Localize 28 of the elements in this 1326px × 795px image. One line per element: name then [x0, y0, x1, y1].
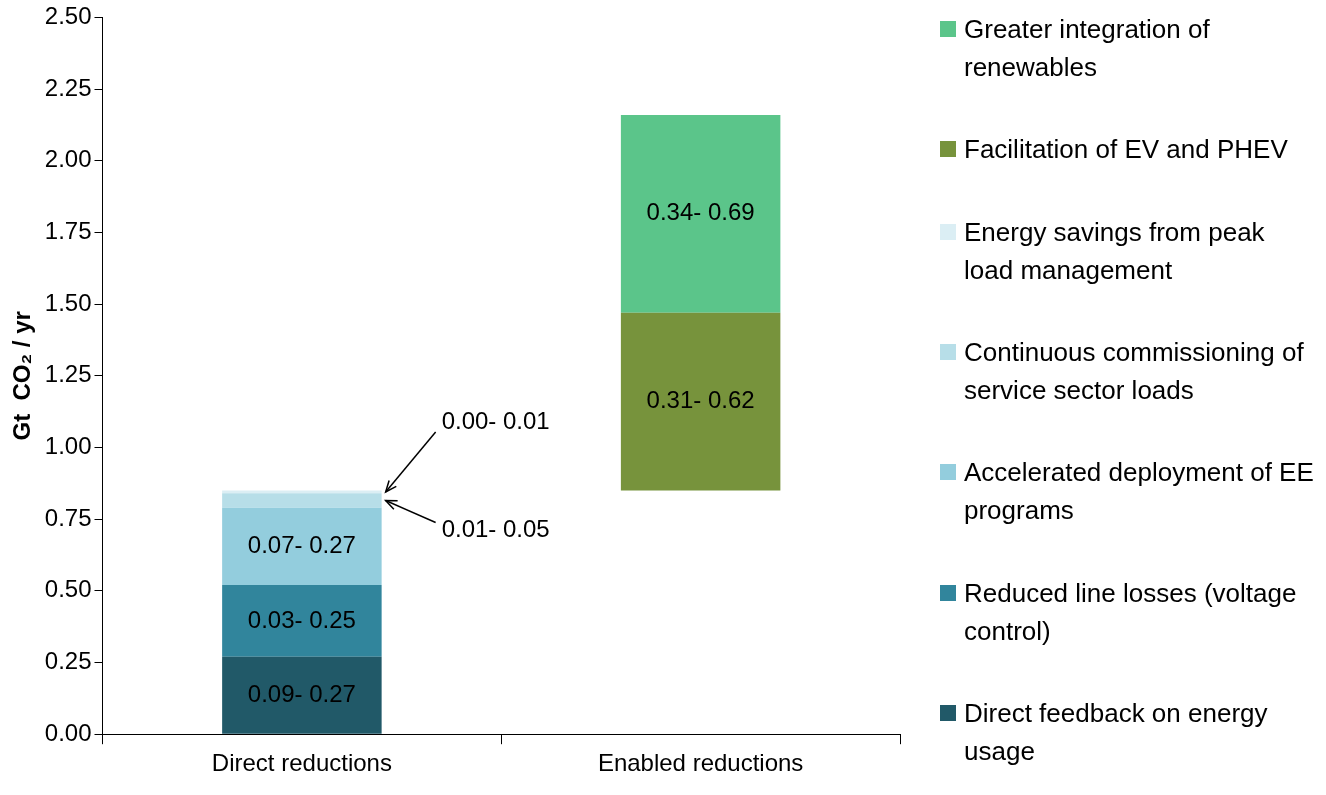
data-label: 0.01- 0.05	[441, 515, 550, 543]
legend-label: Reduced line losses (voltage control)	[964, 576, 1298, 648]
y-tick-label: 1.00	[44, 432, 92, 460]
legend-label: Energy savings from peak load management	[964, 215, 1266, 287]
y-tick-label: 1.25	[44, 360, 92, 388]
x-tick-label: Direct reductions	[211, 749, 392, 777]
data-label: 0.00- 0.01	[441, 406, 550, 434]
y-tick-label: 0.25	[44, 647, 92, 675]
data-label: 0.34- 0.69	[646, 198, 755, 226]
legend-label: Continuous commissioning of service sector loads	[964, 336, 1305, 407]
data-label: 0.31- 0.62	[646, 386, 755, 414]
y-tick-label: 2.50	[44, 2, 92, 30]
y-tick-label: 2.00	[44, 145, 92, 173]
y-tick-label: 0.50	[44, 575, 92, 603]
data-label: 0.09- 0.27	[247, 679, 356, 707]
data-label: 0.03- 0.25	[247, 605, 356, 633]
y-tick-label: 1.50	[44, 288, 92, 316]
legend-label: Greater integration of renewables	[964, 13, 1211, 84]
legend-label: Direct feedback on energy usage	[964, 696, 1269, 768]
data-label: 0.07- 0.27	[247, 531, 356, 559]
y-axis-title: Gt CO₂ / yr	[8, 311, 36, 441]
x-tick-label: Enabled reductions	[597, 749, 804, 777]
y-tick-label: 2.25	[44, 73, 92, 101]
y-tick-label: 0.00	[44, 718, 92, 746]
legend-label: Facilitation of EV and PHEV	[964, 133, 1288, 167]
y-tick-label: 0.75	[44, 503, 92, 531]
y-tick-label: 1.75	[44, 217, 92, 245]
legend-label: Accelerated deployment of EE programs	[964, 456, 1315, 528]
